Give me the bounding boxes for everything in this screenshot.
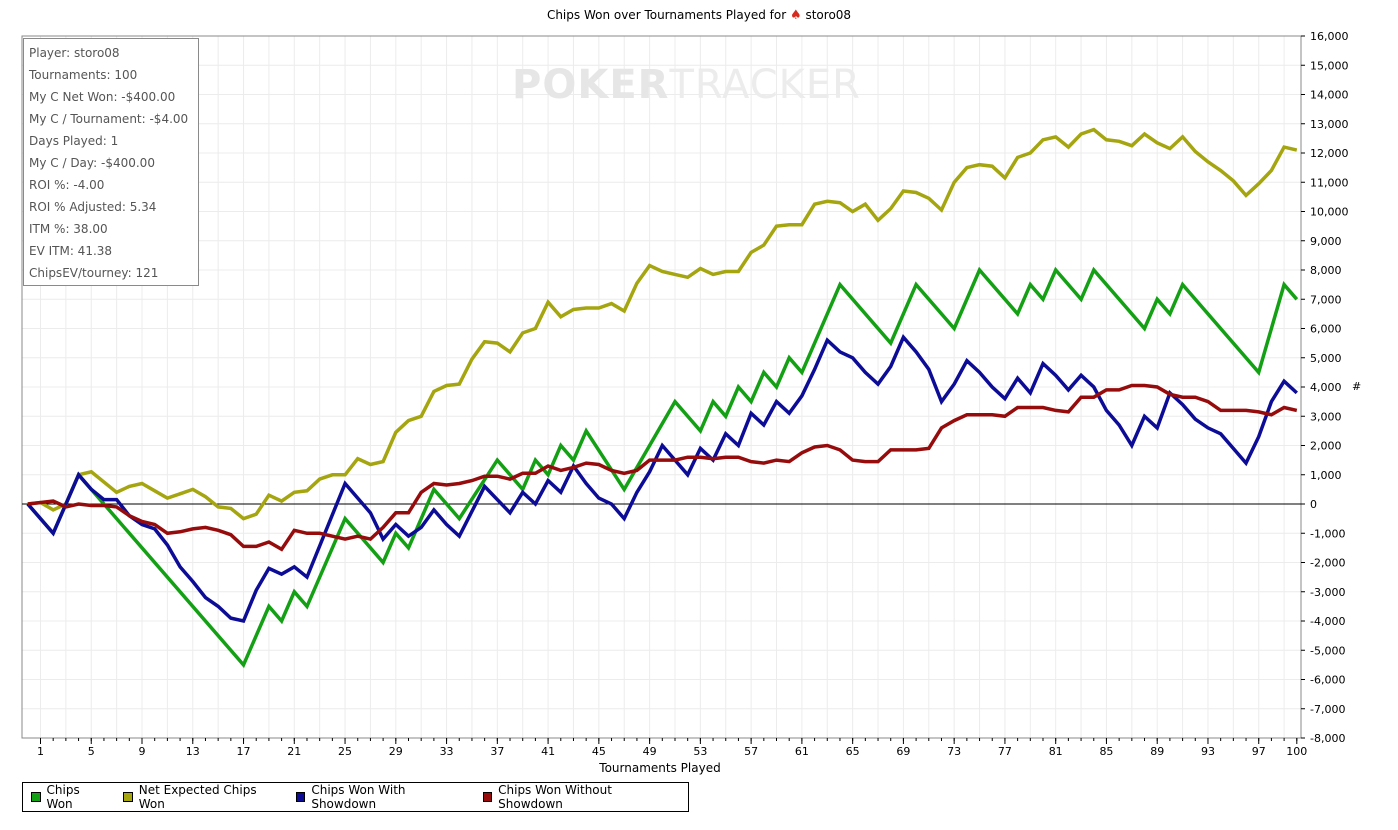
y-tick-label: 5,000 [1310,352,1342,365]
x-tick-label: 1 [37,745,44,758]
legend-item-without-showdown[interactable]: Chips Won Without Showdown [482,783,671,811]
y-tick-label: 7,000 [1310,293,1342,306]
x-tick-label: 69 [896,745,910,758]
stat-days-played: Days Played: 1 [29,134,119,148]
stat-per-day: My C / Day: -$400.00 [29,156,155,170]
y-tick-label: 13,000 [1310,118,1349,131]
series-line-chips-won [26,266,1299,669]
x-tick-label: 57 [744,745,758,758]
x-tick-label: 100 [1286,745,1307,758]
legend-label: Chips Won Without Showdown [498,783,612,811]
x-tick-label: 89 [1150,745,1164,758]
x-tick-label: 17 [237,745,251,758]
x-tick-label: 41 [541,745,555,758]
stat-net-won: My C Net Won: -$400.00 [29,90,176,104]
pokertracker-watermark: POKERTRACKER [512,62,861,108]
x-tick-label: 81 [1049,745,1063,758]
x-tick-label: 73 [947,745,961,758]
x-tick-label: 93 [1201,745,1215,758]
x-tick-label: 85 [1099,745,1113,758]
stat-tournaments: Tournaments: 100 [29,68,138,82]
stat-roi: ROI %: -4.00 [29,178,105,192]
x-tick-label: 33 [440,745,454,758]
y-tick-label: -5,000 [1310,644,1345,657]
legend-swatch [295,792,306,802]
stat-itm: ITM %: 38.00 [29,222,108,236]
y-tick-label: -2,000 [1310,557,1345,570]
x-tick-label: 77 [998,745,1012,758]
spade-icon: ♠ [789,8,802,23]
x-tick-label: 49 [643,745,657,758]
stat-chipsev: ChipsEV/tourney: 121 [29,266,159,280]
legend-label: Chips Won With Showdown [311,783,406,811]
y-tick-label: 4,000 [1310,381,1342,394]
y-tick-labels: -8,000 -7,000 -6,000 -5,000 -4,000 -3,000 -2,0… [1301,30,1349,745]
x-tick-label: 61 [795,745,809,758]
legend-item-chips-won[interactable]: Chips Won [31,783,106,811]
x-axis-label: Tournaments Played [599,761,721,775]
series-line-chips-won-with-showdown [26,334,1298,624]
y-tick-label: -1,000 [1310,527,1345,540]
y-tick-label: 12,000 [1310,147,1349,160]
y-tick-label: -4,000 [1310,615,1345,628]
legend: Chips Won Net Expected Chips Won Chips W… [22,782,689,812]
x-tick-label: 97 [1252,745,1266,758]
legend-item-with-showdown[interactable]: Chips Won With Showdown [295,783,466,811]
x-tick-labels: 1 5 9 13 17 21 25 29 33 37 41 45 49 53 57 61 65 69 73 77 81 8… [37,738,1307,758]
x-tick-label: 25 [338,745,352,758]
x-tick-label: 29 [389,745,403,758]
y-tick-label: -7,000 [1310,703,1345,716]
y-tick-label: 10,000 [1310,206,1349,219]
chart-title: Chips Won over Tournaments Played for ♠ … [0,8,1398,23]
y-tick-label: 1,000 [1310,469,1342,482]
x-tick-label: 37 [490,745,504,758]
y-tick-label: 16,000 [1310,30,1349,43]
legend-swatch [123,792,133,802]
y-tick-label: 2,000 [1310,440,1342,453]
series-lines [26,127,1299,669]
x-tick-label: 13 [186,745,200,758]
x-tick-label: 5 [88,745,95,758]
stat-per-tournament: My C / Tournament: -$4.00 [29,112,189,126]
legend-label: Chips Won [46,783,80,811]
stat-player: Player: storo08 [29,46,120,60]
y-tick-label: 6,000 [1310,323,1342,336]
y-tick-label: 8,000 [1310,264,1342,277]
legend-swatch [31,792,41,802]
legend-swatch [482,792,493,802]
y-tick-label: 11,000 [1310,176,1349,189]
x-tick-label: 45 [592,745,606,758]
x-tick-label: 21 [287,745,301,758]
x-tick-label: 53 [693,745,707,758]
y-tick-label: -8,000 [1310,732,1345,745]
y-tick-label: 15,000 [1310,59,1349,72]
series-line-net-expected-chips-won [27,127,1298,521]
y-tick-label: -3,000 [1310,586,1345,599]
x-tick-label: 9 [139,745,146,758]
legend-item-net-expected[interactable]: Net Expected Chips Won [123,783,279,811]
title-player: storo08 [805,8,852,22]
stat-roi-adjusted: ROI % Adjusted: 5.34 [29,200,157,214]
y-tick-label: 0 [1310,498,1317,511]
series-line-chips-won-without-showdown [27,383,1298,552]
title-prefix: Chips Won over Tournaments Played for [546,8,787,22]
x-tick-label: 65 [846,745,860,758]
y-tick-label: 9,000 [1310,235,1342,248]
stat-ev-itm: EV ITM: 41.38 [29,244,113,258]
legend-label: Net Expected Chips Won [138,783,257,811]
stats-box: Player: storo08 Tournaments: 100 My C Ne… [23,38,199,286]
y-axis-label: # [1352,380,1362,393]
y-tick-label: 14,000 [1310,89,1349,102]
y-tick-label: -6,000 [1310,674,1345,687]
y-tick-label: 3,000 [1310,410,1342,423]
